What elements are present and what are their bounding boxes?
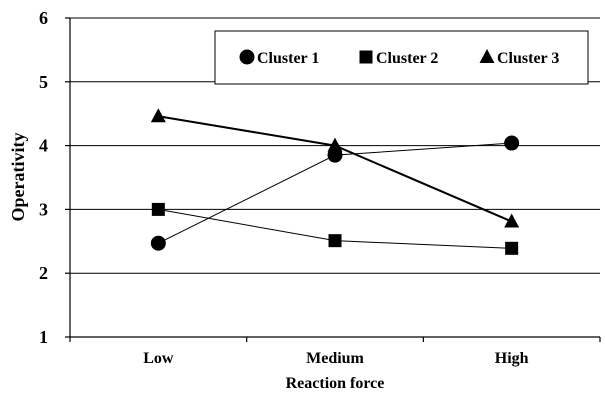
y-tick-label: 5 [39,72,48,92]
legend-marker [239,49,255,65]
series-2 [151,202,519,255]
legend-label: Cluster 3 [497,50,559,67]
data-point [327,137,343,152]
data-point [504,213,520,228]
data-point [505,241,519,255]
y-tick-label: 3 [39,199,48,219]
legend-box [214,30,589,85]
y-axis-label: Operativity [8,133,28,222]
legend-label: Cluster 2 [376,50,438,67]
x-tick-label: High [495,350,529,367]
legend-marker [479,49,495,63]
y-tick-label: 6 [39,8,48,28]
data-point [328,234,342,248]
y-tick-label: 1 [39,327,48,347]
legend-label: Cluster 1 [257,50,319,67]
data-point [504,135,520,151]
data-point [150,108,166,123]
x-tick-label: Low [143,350,174,367]
x-tick-label: Medium [306,350,364,367]
series-3 [150,108,520,228]
x-tick-labels: Low Medium High [69,337,601,367]
data-point [150,235,166,251]
y-tick-label: 2 [39,263,48,283]
y-tick-label: 4 [39,136,48,156]
legend: Cluster 1 Cluster 2 Cluster 3 [214,30,589,85]
data-point [151,202,165,216]
y-tick-labels: 1 2 3 4 5 6 [39,8,70,347]
legend-marker [359,50,373,64]
series-1 [150,135,520,251]
axes [69,18,600,338]
x-axis-label: Reaction force [286,375,385,392]
series-line [158,115,513,223]
series-group [150,108,520,255]
